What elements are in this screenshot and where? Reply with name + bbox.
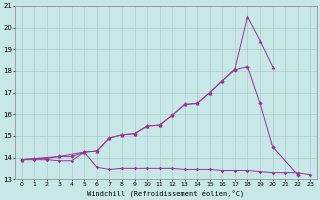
X-axis label: Windchill (Refroidissement éolien,°C): Windchill (Refroidissement éolien,°C) — [87, 189, 244, 197]
